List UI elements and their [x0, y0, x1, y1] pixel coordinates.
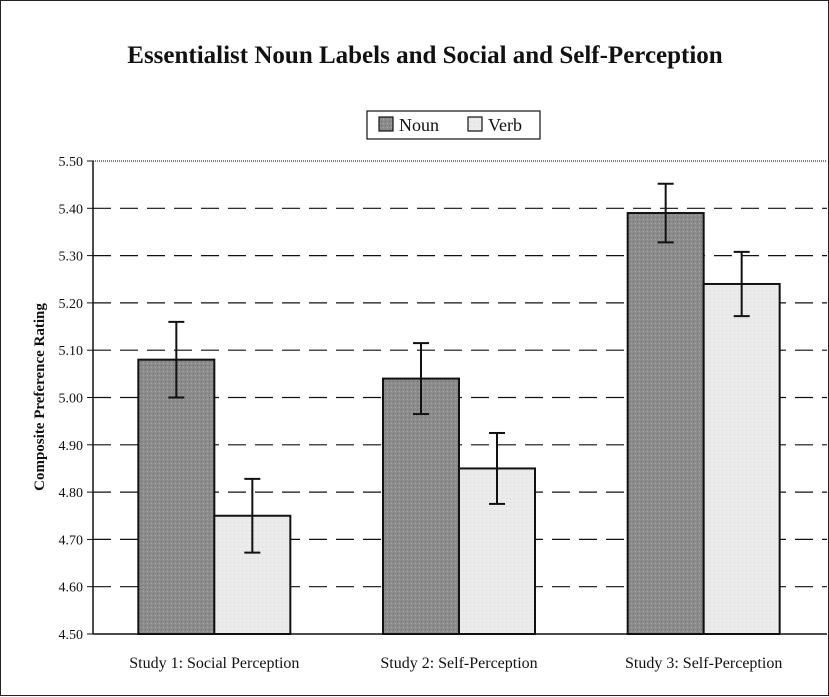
y-tick-label: 4.50: [59, 628, 84, 643]
x-category-label: Study 1: Social Perception: [129, 655, 299, 672]
x-category-labels: Study 1: Social Perception Study 2: Self-…: [129, 655, 782, 672]
x-category-label: Study 2: Self-Perception: [380, 655, 537, 672]
y-tick-label: 5.50: [59, 155, 84, 170]
y-axis-label: Composite Preference Rating: [32, 303, 48, 491]
bars: [137, 212, 781, 636]
bar-noun-3: [626, 212, 705, 635]
y-tick-label: 5.30: [59, 250, 84, 265]
legend-swatch-noun: [378, 116, 394, 132]
bar-noun-1: [137, 358, 216, 635]
x-category-label: Study 3: Self-Perception: [625, 655, 782, 672]
error-bars: [168, 182, 750, 554]
y-tick-label: 4.60: [59, 581, 84, 596]
y-tick-label: 5.40: [59, 202, 84, 217]
axes: [87, 160, 827, 635]
legend-swatch-verb: [467, 116, 483, 132]
y-tick-label: 4.80: [59, 486, 84, 501]
y-tick-label: 5.10: [59, 344, 84, 359]
bar-verb-3: [702, 282, 781, 635]
y-tick-label: 5.00: [59, 392, 84, 407]
y-tick-labels: 4.50 4.60 4.70 4.80 4.90 5.00 5.10 5.20 5.30 5.40…: [59, 155, 84, 643]
legend-label-verb: Verb: [488, 115, 522, 135]
legend-label-noun: Noun: [399, 115, 439, 135]
y-tick-label: 4.90: [59, 439, 84, 454]
chart-title: Essentialist Noun Labels and Social and …: [127, 42, 723, 69]
y-tick-label: 4.70: [59, 533, 84, 548]
legend: Noun Verb: [366, 110, 541, 140]
legend-box: [366, 110, 541, 140]
y-tick-label: 5.20: [59, 297, 84, 312]
bar-noun-2: [382, 377, 460, 635]
